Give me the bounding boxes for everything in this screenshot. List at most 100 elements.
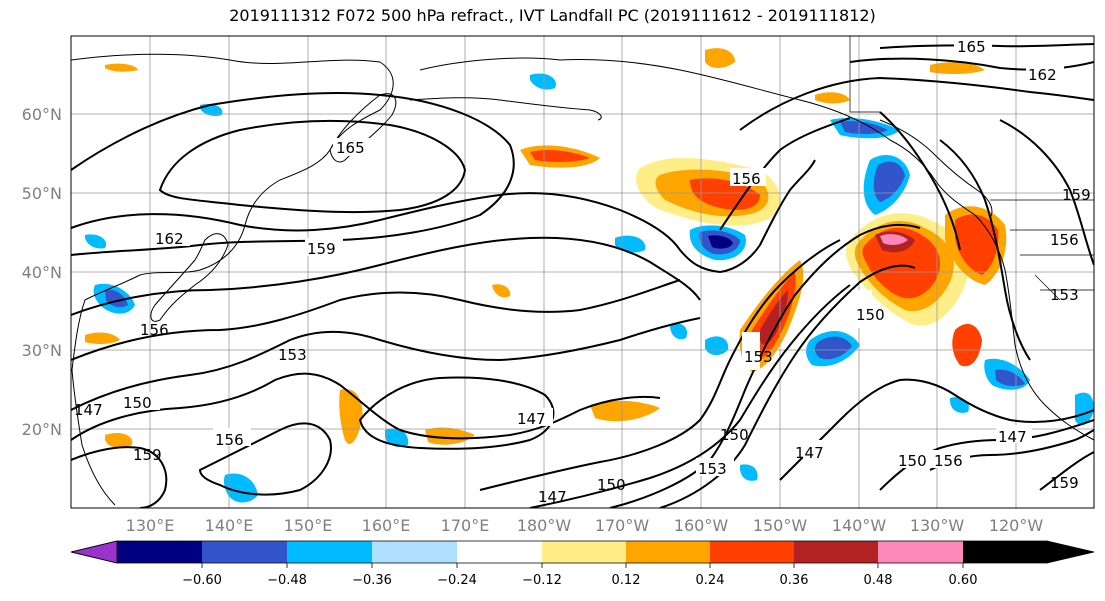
contour-label-4: 162: [155, 230, 184, 248]
contour-147-c: [358, 376, 555, 450]
contour-label-20: 156: [934, 452, 963, 470]
colorbar-bin-4: [372, 541, 457, 563]
shade-pos-o: [105, 63, 138, 72]
cb-tick-8: 0.36: [780, 573, 809, 588]
colorbar-bin-6: [542, 541, 626, 563]
contour-label-2: 162: [1028, 66, 1057, 84]
contour-label-25: 153: [1050, 286, 1079, 304]
contour-label-16: 150: [597, 476, 626, 494]
shade-pos-f: [952, 324, 982, 367]
lon-label-160e: 160°E: [362, 516, 411, 535]
shade-neg-b2: [873, 161, 905, 202]
contour-label-11: 147: [517, 410, 546, 428]
shade-pos-p: [492, 284, 511, 298]
lat-label-30: 30°N: [22, 341, 62, 360]
plot-frame: [70, 35, 1095, 509]
contour-162-n: [849, 57, 1094, 71]
colorbar-bin-3: [287, 541, 372, 563]
shade-pos-d5: [880, 234, 908, 245]
contour-159-w: [71, 159, 816, 274]
contour-label-8: 153: [278, 346, 307, 364]
shade-pos-g: [705, 48, 735, 68]
contour-165-w: [158, 119, 467, 214]
colorbar-bin-7: [626, 541, 710, 563]
lon-label-150w: 150°W: [753, 516, 808, 535]
height-contours: [71, 43, 1094, 508]
contour-label-13: 156: [215, 431, 244, 449]
contour-label-17: 153: [744, 348, 773, 366]
contour-label-24: 150: [720, 426, 749, 444]
gridlines: [71, 36, 1094, 508]
lon-label-170e: 170°E: [441, 516, 490, 535]
shade-pos-n: [105, 433, 133, 448]
contour-label-6: 156: [732, 170, 761, 188]
coast-aleutians: [409, 97, 602, 121]
colorbar-bin-2: [202, 541, 287, 563]
lat-label-50: 50°N: [22, 184, 62, 203]
colorbar-bin-9: [794, 541, 878, 563]
colorbar-extend-low: [70, 540, 118, 564]
contour-label-26: 156: [1050, 231, 1079, 249]
contour-165-n: [879, 43, 1094, 49]
cb-tick-2: −0.48: [267, 573, 307, 588]
cb-tick-5: −0.12: [522, 573, 562, 588]
colorbar-outline: [70, 540, 1095, 564]
colorbar-bin-1: [117, 541, 202, 563]
contour-160-ne: [739, 76, 1094, 131]
contour-153-w: [71, 279, 681, 361]
coast-kamchatka: [329, 93, 397, 163]
contour-label-5: 159: [307, 240, 336, 258]
contour-low-w1: [198, 422, 332, 496]
map-title: 2019111312 F072 500 hPa refract., IVT La…: [229, 6, 876, 25]
colorbar-bin-8: [710, 541, 794, 563]
shade-neg-o: [85, 234, 107, 249]
coast-alaska: [419, 57, 1094, 441]
shade-neg-g: [670, 323, 688, 340]
longitude-labels: 130°E 140°E 150°E 160°E 170°E 180°W 170°…: [126, 516, 1044, 535]
contour-label-1: 165: [957, 38, 986, 56]
lon-label-150e: 150°E: [284, 516, 333, 535]
contour-159-ne: [999, 119, 1094, 266]
colorbar-bin-10: [878, 541, 963, 563]
contour-153-ne: [719, 117, 851, 231]
shade-pos-b2: [530, 149, 590, 163]
contour-label-22: 153: [698, 460, 727, 478]
shade-neg-m: [615, 235, 646, 253]
contour-label-19: 150: [898, 452, 927, 470]
cb-tick-4: −0.24: [437, 573, 477, 588]
border-us-states: [1010, 229, 1094, 301]
lon-label-120w: 120°W: [989, 516, 1044, 535]
latitude-labels: 60°N 50°N 40°N 30°N 20°N: [22, 105, 62, 439]
contour-150-c: [479, 239, 841, 491]
contour-label-18: 147: [795, 444, 824, 462]
shade-neg-p: [740, 464, 758, 481]
shade-neg-j: [1075, 392, 1094, 426]
shade-pos-h: [930, 62, 985, 75]
lat-label-60: 60°N: [22, 105, 62, 124]
shade-pos-m: [85, 332, 120, 345]
colorbar-extend-high: [963, 541, 1094, 563]
cb-tick-10: 0.60: [949, 573, 978, 588]
shade-pos-l: [590, 400, 660, 422]
shade-neg-e2: [995, 369, 1025, 387]
contour-147-se: [529, 284, 851, 508]
shade-pos-j: [339, 389, 363, 444]
contour-label-27: 159: [1062, 186, 1091, 204]
lon-label-170w: 170°W: [595, 516, 650, 535]
lon-label-130w: 130°W: [910, 516, 965, 535]
shade-pos-i: [815, 92, 850, 104]
lon-label-130e: 130°E: [126, 516, 175, 535]
contour-label-21: 147: [998, 428, 1027, 446]
contour-label-7: 156: [140, 321, 169, 339]
coast-japan: [150, 233, 229, 322]
contour-label-9: 150: [123, 394, 152, 412]
contour-150-w: [71, 317, 701, 411]
contour-147-e: [779, 378, 1094, 481]
coast-bc: [879, 119, 993, 219]
colorbar-bin-5: [457, 541, 542, 563]
contour-label-23: 159: [1050, 474, 1079, 492]
shade-pos-c3: [760, 290, 788, 345]
contour-labels: 165 162 165 162 159 156 156 153 150 147 …: [74, 36, 1091, 506]
lon-label-140w: 140°W: [832, 516, 887, 535]
